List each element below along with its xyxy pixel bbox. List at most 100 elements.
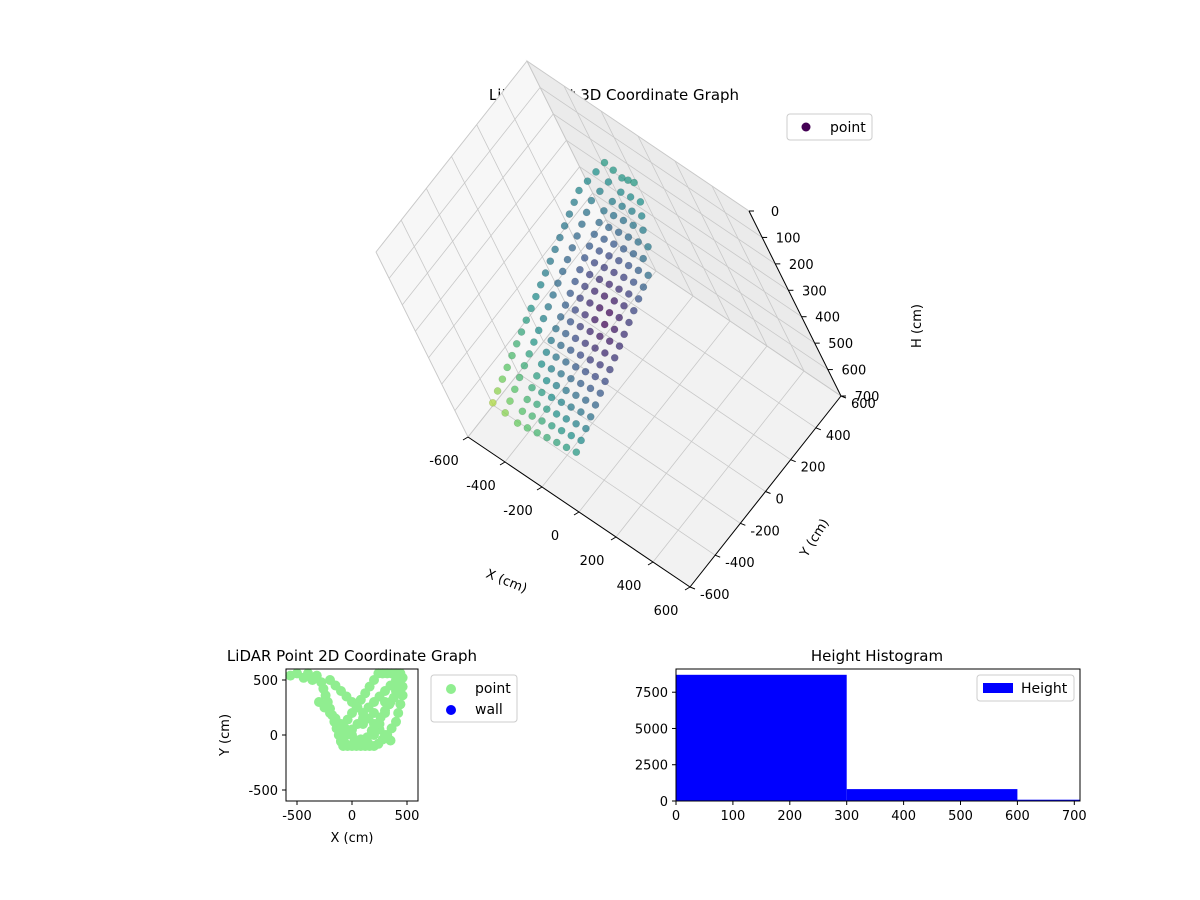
chart-3d-points bbox=[488, 158, 653, 457]
chart-3d: LiDAR Point 3D Coordinate Graph -600-400… bbox=[375, 59, 925, 619]
chart-3d-point bbox=[604, 223, 613, 232]
chart-3d-point bbox=[625, 318, 633, 327]
chart-3d-point bbox=[556, 313, 565, 321]
chart-3d-point bbox=[600, 206, 608, 215]
histogram-xtick-label: 0 bbox=[672, 809, 680, 824]
chart-3d-point bbox=[590, 230, 599, 239]
chart-3d-point bbox=[630, 178, 638, 187]
chart-3d-point bbox=[636, 198, 645, 206]
chart-3d-point bbox=[554, 279, 562, 288]
chart-3d-point bbox=[538, 417, 546, 425]
chart-2d-ytick-label: 0 bbox=[270, 729, 278, 744]
chart-3d-point bbox=[557, 398, 566, 407]
chart-3d-legend: point bbox=[786, 113, 873, 141]
chart-3d-ytick-label: -400 bbox=[725, 556, 755, 571]
chart-3d-point bbox=[571, 363, 580, 371]
chart-3d-point bbox=[605, 280, 614, 289]
chart-3d-ztick-label: 500 bbox=[828, 337, 853, 352]
chart-3d-xtick-label: -600 bbox=[429, 454, 459, 469]
chart-3d-xtick bbox=[573, 511, 580, 516]
chart-3d-ytick bbox=[790, 459, 796, 463]
histogram-xtick-label: 600 bbox=[1005, 809, 1030, 824]
chart-2d-point bbox=[385, 735, 396, 746]
chart-3d-point bbox=[556, 233, 564, 242]
chart-3d-point bbox=[634, 238, 643, 246]
chart-3d-point bbox=[562, 415, 571, 423]
chart-3d-point bbox=[580, 254, 589, 262]
chart-3d-point bbox=[577, 408, 585, 416]
chart-3d-point bbox=[601, 377, 609, 386]
chart-3d-ytick bbox=[815, 427, 822, 431]
histogram-xtick-label: 300 bbox=[834, 809, 859, 824]
chart-3d-ztick-label: 300 bbox=[802, 284, 827, 299]
chart-3d-point bbox=[523, 395, 532, 404]
chart-3d-point bbox=[624, 290, 633, 298]
chart-3d-point bbox=[583, 177, 592, 186]
histogram-title: Height Histogram bbox=[811, 647, 943, 665]
chart-3d-point bbox=[528, 383, 536, 392]
chart-3d-point bbox=[571, 334, 580, 343]
histogram-ytick-label: 5000 bbox=[635, 722, 668, 737]
chart-2d-ticks: -500 0 500 -500 0 500 bbox=[248, 674, 419, 824]
chart-3d-point bbox=[522, 316, 531, 325]
chart-3d-point bbox=[552, 438, 561, 447]
chart-3d-point bbox=[541, 269, 550, 277]
chart-3d-point bbox=[577, 436, 585, 445]
chart-3d-ytick bbox=[765, 491, 771, 494]
histogram-ytick-label: 7500 bbox=[635, 686, 668, 701]
histogram-ticks: 0 100 200 300 400 500 600 700 0 2500 5000 7500 bbox=[635, 686, 1087, 824]
chart-3d-point bbox=[586, 327, 594, 336]
chart-3d-point bbox=[582, 208, 591, 217]
chart-3d-point bbox=[600, 158, 609, 167]
chart-3d-xtick-label: -400 bbox=[466, 479, 496, 494]
chart-3d-point bbox=[610, 353, 619, 362]
chart-3d-point bbox=[600, 235, 608, 244]
chart-3d-point bbox=[488, 398, 497, 407]
chart-3d-point bbox=[596, 332, 604, 341]
chart-3d-point bbox=[629, 306, 638, 315]
chart-3d-point bbox=[546, 257, 555, 266]
chart-3d-ytick-label: 600 bbox=[851, 397, 876, 412]
chart-2d-ylabel: Y (cm) bbox=[218, 714, 233, 757]
chart-3d-xtick bbox=[610, 536, 617, 541]
histogram-frame bbox=[675, 668, 1081, 802]
histogram-xtick-label: 700 bbox=[1062, 809, 1087, 824]
chart-3d-point bbox=[562, 358, 570, 366]
chart-3d-point bbox=[534, 326, 543, 335]
chart-3d-point bbox=[528, 412, 537, 420]
chart-3d-point bbox=[566, 317, 575, 326]
histogram-bar bbox=[1017, 799, 1080, 801]
chart-3d-point bbox=[606, 365, 614, 374]
chart-2d-point bbox=[393, 708, 404, 718]
chart-3d-ytick bbox=[714, 554, 721, 558]
chart-3d-point bbox=[619, 273, 628, 282]
chart-3d-point bbox=[581, 367, 590, 376]
chart-3d-gridline-z bbox=[428, 166, 802, 358]
chart-3d-xtick bbox=[536, 486, 543, 491]
chart-3d-xtick-label: 200 bbox=[580, 554, 605, 569]
chart-3d-ytick-label: 400 bbox=[826, 429, 851, 444]
chart-3d-point bbox=[575, 186, 583, 195]
chart-3d-point bbox=[543, 433, 551, 442]
histogram-legend: Height bbox=[976, 674, 1075, 702]
chart-3d-ytick-label: 200 bbox=[801, 461, 826, 476]
chart-3d-point bbox=[585, 242, 594, 250]
chart-3d-xtick-label: 0 bbox=[551, 529, 559, 544]
chart-3d-point bbox=[639, 254, 648, 263]
chart-3d-point bbox=[552, 410, 561, 418]
chart-3d-point bbox=[518, 407, 527, 416]
chart-3d-point bbox=[615, 313, 624, 322]
histogram-xtick-label: 400 bbox=[891, 809, 916, 824]
chart-3d-point bbox=[576, 379, 585, 388]
chart-3d-xtick bbox=[647, 561, 654, 566]
chart-2d-xtick-label: 0 bbox=[348, 809, 356, 824]
chart-3d-point bbox=[624, 233, 633, 241]
chart-3d-point bbox=[561, 301, 570, 309]
chart-3d-zlabel: H (cm) bbox=[910, 304, 925, 348]
chart-3d-point bbox=[547, 336, 556, 345]
chart-3d-point bbox=[610, 325, 619, 334]
chart-3d-point bbox=[596, 187, 604, 196]
chart-3d-point bbox=[634, 266, 643, 275]
chart-3d-point bbox=[568, 243, 577, 252]
